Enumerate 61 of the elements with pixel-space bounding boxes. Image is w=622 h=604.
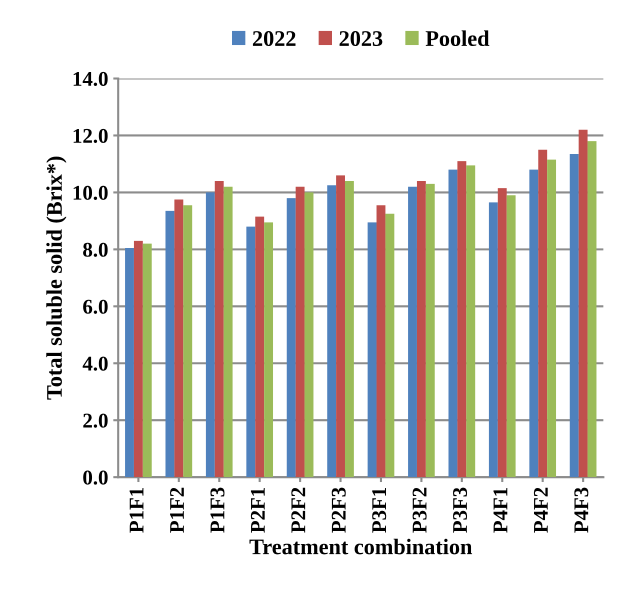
x-tick-label: P4F1	[494, 488, 508, 533]
x-tick-label: P1F3	[210, 488, 224, 533]
bar	[142, 244, 152, 478]
x-tick-label: P3F2	[412, 488, 427, 533]
legend-label: Pooled	[426, 30, 490, 46]
bar	[286, 198, 296, 478]
bar	[165, 210, 174, 478]
bar	[588, 141, 596, 478]
bar	[296, 186, 305, 478]
legend-label: 2023	[340, 31, 382, 46]
legend-label: 2022	[252, 31, 296, 46]
bar	[264, 222, 274, 478]
x-tick-label: P3F3	[453, 488, 468, 533]
bar	[426, 184, 435, 478]
bar	[336, 175, 345, 478]
y-tick-label: 0.0	[83, 470, 108, 485]
bar	[376, 205, 386, 478]
x-tick-label: P4F3	[574, 488, 588, 533]
bar	[506, 195, 516, 478]
bar	[578, 130, 588, 478]
y-tick-label: 2.0	[83, 414, 108, 428]
bar	[448, 170, 458, 478]
y-tick-label: 6.0	[83, 300, 108, 314]
x-tick-label: P1F2	[170, 488, 184, 533]
y-tick-label: 4.0	[82, 356, 108, 371]
x-tick-label: P4F2	[534, 488, 548, 533]
x-tick-label: P3F1	[372, 488, 386, 533]
bar	[327, 185, 336, 478]
x-tick-label: P2F2	[291, 488, 306, 533]
x-tick-label: P2F1	[250, 488, 265, 533]
bar	[125, 248, 134, 478]
bar	[408, 186, 417, 478]
bar	[183, 205, 192, 478]
bar	[174, 200, 184, 478]
x-axis-title: Treatment combination	[249, 538, 472, 554]
bar	[255, 216, 264, 478]
bar	[416, 181, 426, 478]
y-tick-label: 14.0	[74, 72, 108, 86]
bar	[570, 154, 579, 478]
bar	[529, 170, 538, 478]
bar	[344, 181, 354, 478]
bar	[304, 192, 314, 478]
y-tick-label: 8.0	[83, 242, 108, 257]
y-tick-label: 12.0	[74, 128, 108, 143]
bar	[488, 202, 498, 478]
bar	[246, 226, 256, 478]
bar	[134, 240, 143, 478]
bar	[385, 214, 394, 478]
bar	[214, 181, 224, 478]
bar	[457, 161, 466, 478]
bar	[498, 188, 507, 478]
bar	[466, 165, 476, 478]
bar	[538, 150, 548, 478]
bar	[224, 186, 233, 478]
x-tick-label: P1F1	[130, 488, 144, 533]
y-tick-label: 10.0	[74, 186, 108, 200]
bar	[368, 222, 377, 478]
bar	[547, 160, 556, 478]
bar	[206, 192, 215, 478]
y-axis-title: Total soluble solid (Brix*)	[46, 156, 66, 400]
x-tick-label: P2F3	[332, 488, 346, 533]
